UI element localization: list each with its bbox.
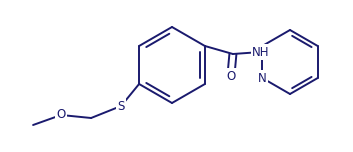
Text: O: O [226,69,235,83]
Text: S: S [118,100,125,112]
Text: O: O [56,109,66,121]
Text: N: N [258,71,267,85]
Text: NH: NH [252,45,270,59]
